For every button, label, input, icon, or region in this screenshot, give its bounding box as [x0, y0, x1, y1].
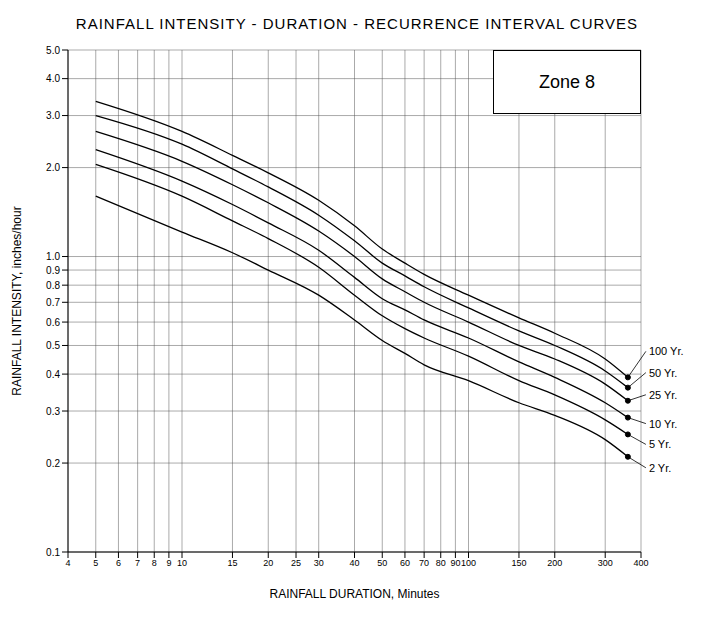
- svg-text:20: 20: [263, 558, 273, 568]
- svg-text:1.0: 1.0: [46, 251, 60, 262]
- svg-text:25 Yr.: 25 Yr.: [649, 389, 678, 401]
- svg-text:50: 50: [377, 558, 387, 568]
- svg-text:4: 4: [65, 558, 70, 568]
- svg-text:5 Yr.: 5 Yr.: [649, 438, 671, 450]
- svg-text:2.0: 2.0: [46, 162, 60, 173]
- svg-text:0.6: 0.6: [46, 317, 60, 328]
- svg-text:5: 5: [93, 558, 98, 568]
- svg-text:80: 80: [436, 558, 446, 568]
- svg-text:100 Yr.: 100 Yr.: [649, 345, 684, 357]
- svg-text:8: 8: [152, 558, 157, 568]
- svg-text:0.1: 0.1: [46, 547, 60, 558]
- svg-text:15: 15: [227, 558, 237, 568]
- svg-text:9: 9: [166, 558, 171, 568]
- svg-text:0.4: 0.4: [46, 369, 60, 380]
- svg-text:10: 10: [177, 558, 187, 568]
- svg-text:150: 150: [511, 558, 526, 568]
- svg-text:25: 25: [291, 558, 301, 568]
- svg-text:30: 30: [314, 558, 324, 568]
- svg-text:90: 90: [450, 558, 460, 568]
- svg-text:100: 100: [461, 558, 476, 568]
- svg-text:40: 40: [349, 558, 359, 568]
- svg-text:0.5: 0.5: [46, 340, 60, 351]
- svg-text:7: 7: [135, 558, 140, 568]
- svg-text:400: 400: [633, 558, 648, 568]
- svg-text:0.7: 0.7: [46, 297, 60, 308]
- svg-text:2 Yr.: 2 Yr.: [649, 462, 671, 474]
- svg-text:50 Yr.: 50 Yr.: [649, 367, 678, 379]
- svg-text:RAINFALL INTENSITY, inches/hou: RAINFALL INTENSITY, inches/hour: [10, 206, 24, 395]
- svg-text:RAINFALL DURATION, Minutes: RAINFALL DURATION, Minutes: [269, 587, 439, 601]
- html-text:Zone 8: Zone 8: [539, 71, 595, 92]
- svg-text:200: 200: [547, 558, 562, 568]
- svg-text:0.2: 0.2: [46, 458, 60, 469]
- svg-text:10 Yr.: 10 Yr.: [649, 418, 678, 430]
- svg-text:5.0: 5.0: [46, 45, 60, 56]
- svg-text:0.3: 0.3: [46, 406, 60, 417]
- svg-text:0.9: 0.9: [46, 265, 60, 276]
- svg-text:300: 300: [598, 558, 613, 568]
- html-text:RAINFALL INTENSITY - DURATION: RAINFALL INTENSITY - DURATION - RECURREN…: [75, 15, 639, 32]
- svg-text:60: 60: [400, 558, 410, 568]
- svg-text:3.0: 3.0: [46, 110, 60, 121]
- svg-text:70: 70: [419, 558, 429, 568]
- svg-text:0.8: 0.8: [46, 280, 60, 291]
- svg-text:4.0: 4.0: [46, 73, 60, 84]
- svg-text:6: 6: [116, 558, 121, 568]
